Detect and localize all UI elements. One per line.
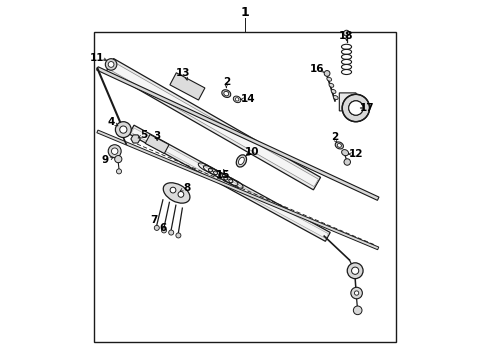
Circle shape (354, 291, 359, 295)
Ellipse shape (224, 91, 229, 96)
Text: 10: 10 (245, 147, 259, 157)
Circle shape (351, 267, 359, 274)
Text: 16: 16 (310, 64, 324, 74)
Circle shape (324, 71, 330, 76)
Ellipse shape (233, 96, 241, 103)
Circle shape (178, 192, 184, 197)
Ellipse shape (222, 90, 231, 98)
Circle shape (176, 233, 181, 238)
Text: 17: 17 (360, 103, 375, 113)
Text: 14: 14 (241, 94, 256, 104)
Ellipse shape (235, 98, 239, 101)
Circle shape (108, 145, 121, 158)
Text: 15: 15 (216, 170, 231, 180)
Circle shape (169, 230, 174, 235)
Circle shape (105, 59, 117, 70)
Circle shape (111, 148, 118, 154)
Text: 13: 13 (176, 68, 190, 78)
Text: 8: 8 (183, 183, 190, 193)
Text: 5: 5 (140, 130, 147, 140)
Circle shape (344, 159, 350, 165)
Text: 4: 4 (107, 117, 115, 127)
Ellipse shape (239, 157, 245, 165)
Polygon shape (131, 128, 328, 239)
Circle shape (349, 101, 363, 115)
Ellipse shape (331, 89, 336, 94)
Circle shape (351, 287, 363, 299)
Ellipse shape (333, 95, 338, 100)
Circle shape (342, 94, 369, 122)
Bar (94, 32, 396, 342)
Polygon shape (110, 62, 318, 186)
Ellipse shape (342, 150, 348, 156)
Text: 2: 2 (331, 132, 338, 142)
Circle shape (154, 225, 159, 230)
Ellipse shape (163, 183, 190, 203)
Ellipse shape (335, 142, 343, 149)
Polygon shape (339, 93, 360, 111)
Circle shape (349, 101, 363, 115)
Circle shape (353, 306, 362, 315)
Polygon shape (170, 73, 205, 100)
Polygon shape (145, 135, 169, 153)
Text: 18: 18 (339, 31, 354, 41)
Text: 3: 3 (153, 131, 161, 141)
Text: 11: 11 (90, 53, 104, 63)
Circle shape (108, 62, 114, 67)
Polygon shape (129, 125, 330, 241)
Text: 1: 1 (241, 6, 249, 19)
Polygon shape (106, 59, 320, 190)
Circle shape (170, 187, 176, 193)
Circle shape (120, 126, 127, 133)
Ellipse shape (329, 83, 334, 87)
Text: 9: 9 (101, 155, 108, 165)
Text: 2: 2 (222, 77, 230, 87)
Circle shape (162, 228, 167, 233)
Ellipse shape (327, 77, 332, 81)
Polygon shape (97, 67, 379, 201)
Ellipse shape (236, 155, 246, 167)
Polygon shape (97, 130, 379, 250)
Circle shape (347, 263, 363, 279)
Ellipse shape (337, 144, 342, 147)
Circle shape (115, 156, 122, 163)
Circle shape (117, 169, 122, 174)
Circle shape (343, 30, 349, 36)
Text: 12: 12 (348, 149, 363, 159)
Text: 7: 7 (150, 215, 158, 225)
Text: 6: 6 (159, 223, 167, 233)
Circle shape (116, 122, 131, 138)
